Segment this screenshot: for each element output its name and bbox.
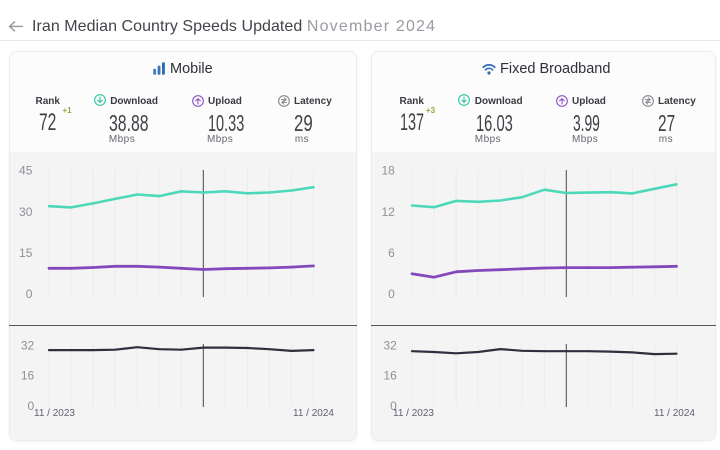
svg-text:0: 0 (390, 399, 397, 413)
svg-text:32: 32 (21, 338, 35, 352)
svg-text:0: 0 (26, 287, 33, 301)
svg-text:16: 16 (383, 369, 397, 383)
svg-text:30: 30 (19, 205, 33, 219)
svg-text:45: 45 (19, 164, 33, 178)
svg-text:6: 6 (388, 246, 395, 260)
svg-text:15: 15 (19, 246, 33, 260)
svg-text:32: 32 (383, 338, 397, 352)
svg-text:16: 16 (21, 369, 35, 383)
svg-text:12: 12 (381, 205, 395, 219)
svg-text:0: 0 (388, 287, 395, 301)
svg-text:18: 18 (381, 164, 395, 178)
svg-text:0: 0 (28, 399, 35, 413)
